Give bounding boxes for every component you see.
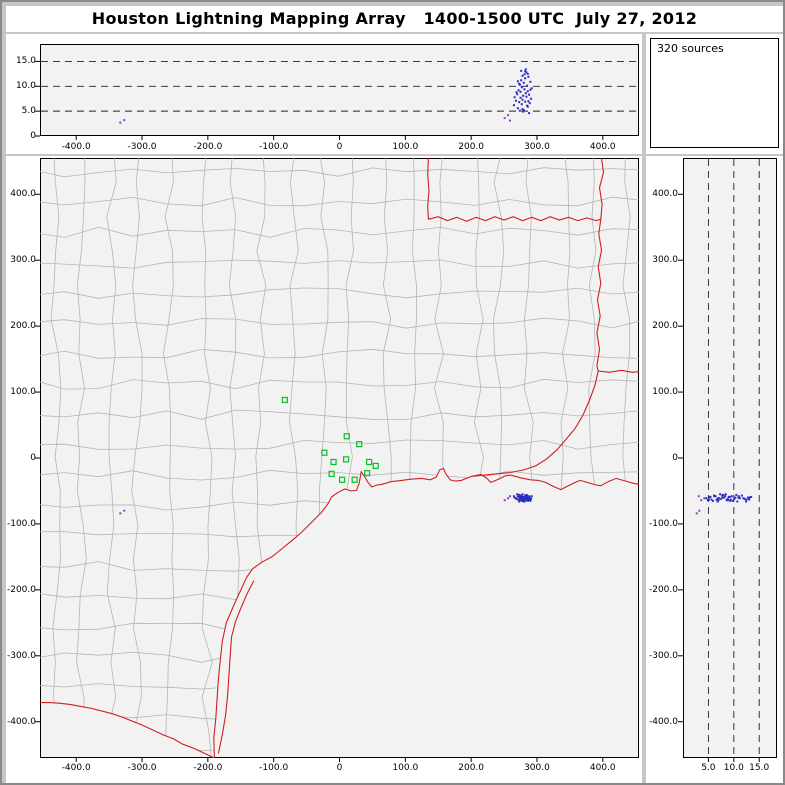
ns-altitude-plot[interactable] [683,158,777,758]
lma-stations-layer [281,396,379,483]
tick-label: 0 [336,763,343,773]
tick-label: -300.0 [6,650,36,661]
tick-label: -400.0 [648,716,678,727]
lightning-sources-layer [119,493,533,515]
tick-label: 100.0 [392,142,419,152]
ew-altitude-plot[interactable] [40,44,639,136]
tick-label: 5.0 [701,763,716,773]
tick-label: -200.0 [193,763,223,773]
tick-label: 200.0 [652,321,678,332]
tick-label: 300.0 [652,255,678,266]
tick-label: 0 [30,131,36,141]
tick-label: 10.0 [723,763,744,773]
tick-label: 200.0 [458,142,485,152]
tick-label: -200.0 [193,142,223,152]
tick-label: 15.0 [749,763,770,773]
tick-label: 400.0 [652,189,678,200]
tick-label: 400.0 [589,142,616,152]
tick-label: 0 [30,453,36,463]
tick-label: 0 [336,142,343,152]
tick-label: -100.0 [259,142,289,152]
tick-label: 400.0 [589,763,616,773]
tick-label: -300.0 [648,650,678,661]
title-bar: Houston Lightning Mapping Array 1400-150… [6,6,783,32]
tick-label: -100.0 [6,518,36,529]
tick-label: -200.0 [6,584,36,595]
tick-label: 400.0 [10,189,36,200]
tick-label: -400.0 [61,142,91,152]
tick-label: 0 [672,453,678,463]
tick-label: 10.0 [15,81,36,92]
tick-label: 15.0 [15,56,36,67]
tick-label: -100.0 [648,518,678,529]
tick-label: 100.0 [10,387,36,398]
tick-label: 5.0 [21,106,36,117]
tick-label: 200.0 [10,321,36,332]
tick-label: 300.0 [10,255,36,266]
tick-label: 300.0 [524,763,550,773]
tick-label: -200.0 [648,584,678,595]
tick-label: 300.0 [524,142,550,152]
tick-label: -300.0 [127,142,157,152]
tick-label: -300.0 [127,763,157,773]
tick-label: 100.0 [652,387,678,398]
tick-label: -100.0 [259,763,289,773]
sources-count-label: 320 sources [657,42,724,55]
tick-label: 200.0 [458,763,485,773]
tick-label: -400.0 [61,763,91,773]
tick-label: -400.0 [6,716,36,727]
state-borders-and-coastline [40,158,639,758]
tick-label: 100.0 [392,763,419,773]
sources-count-panel: 320 sources [650,38,779,148]
page-title: Houston Lightning Mapping Array 1400-150… [91,9,698,28]
plan-view-map[interactable] [40,158,639,758]
